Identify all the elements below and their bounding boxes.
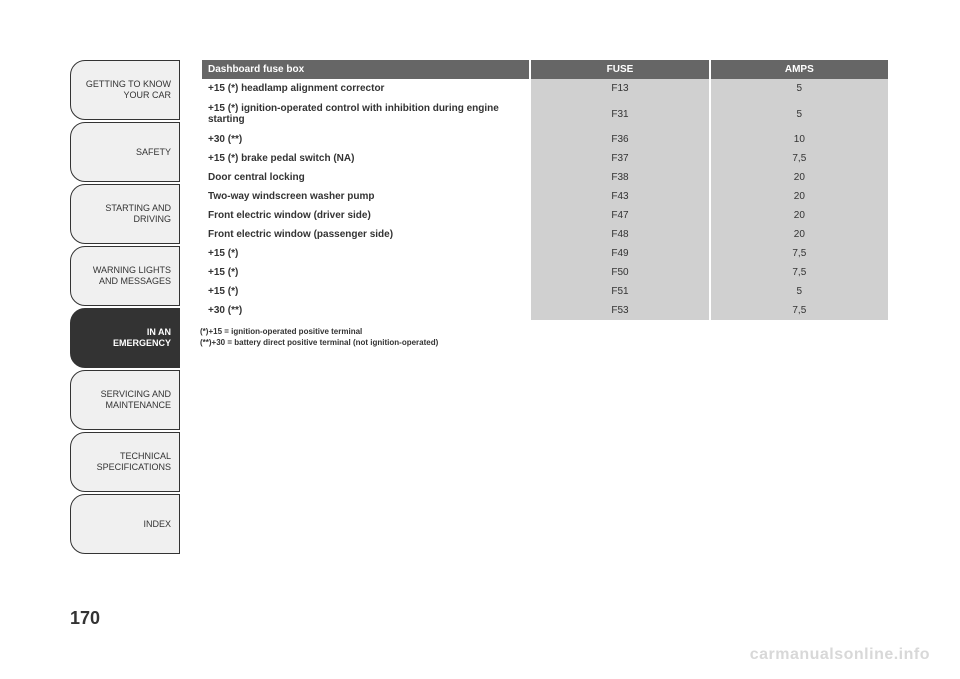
cell-desc: Front electric window (passenger side) (202, 225, 529, 244)
cell-amp: 5 (711, 79, 888, 98)
cell-desc: +15 (*) headlamp alignment corrector (202, 79, 529, 98)
header-fuse: FUSE (531, 60, 708, 79)
sidebar-tab[interactable]: SAFETY (70, 122, 180, 182)
cell-fuse: F50 (531, 263, 708, 282)
cell-amp: 10 (711, 130, 888, 149)
table-header-row: Dashboard fuse box FUSE AMPS (202, 60, 888, 79)
cell-fuse: F51 (531, 282, 708, 301)
table-row: +15 (*) ignition-operated control with i… (202, 98, 888, 130)
sidebar-tab[interactable]: IN ANEMERGENCY (70, 308, 180, 368)
sidebar-tab[interactable]: SERVICING ANDMAINTENANCE (70, 370, 180, 430)
cell-desc: +15 (*) (202, 244, 529, 263)
cell-amp: 20 (711, 168, 888, 187)
cell-amp: 7,5 (711, 301, 888, 320)
table-row: +15 (*) headlamp alignment correctorF135 (202, 79, 888, 98)
cell-amp: 5 (711, 282, 888, 301)
sidebar-tab[interactable]: GETTING TO KNOWYOUR CAR (70, 60, 180, 120)
table-row: Two-way windscreen washer pumpF4320 (202, 187, 888, 206)
cell-desc: +15 (*) ignition-operated control with i… (202, 98, 529, 130)
cell-fuse: F37 (531, 149, 708, 168)
cell-fuse: F38 (531, 168, 708, 187)
cell-amp: 7,5 (711, 244, 888, 263)
footnote-line: (*)+15 = ignition-operated positive term… (200, 326, 890, 337)
cell-fuse: F36 (531, 130, 708, 149)
cell-amp: 5 (711, 98, 888, 130)
cell-desc: +15 (*) (202, 263, 529, 282)
table-row: +30 (**)F537,5 (202, 301, 888, 320)
cell-fuse: F47 (531, 206, 708, 225)
cell-fuse: F13 (531, 79, 708, 98)
table-row: Front electric window (passenger side)F4… (202, 225, 888, 244)
cell-desc: +30 (**) (202, 130, 529, 149)
sidebar: GETTING TO KNOWYOUR CARSAFETYSTARTING AN… (70, 60, 180, 554)
cell-amp: 20 (711, 187, 888, 206)
table-row: +15 (*)F507,5 (202, 263, 888, 282)
cell-desc: +15 (*) brake pedal switch (NA) (202, 149, 529, 168)
header-desc: Dashboard fuse box (202, 60, 529, 79)
sidebar-tab[interactable]: STARTING ANDDRIVING (70, 184, 180, 244)
cell-desc: Two-way windscreen washer pump (202, 187, 529, 206)
cell-desc: +30 (**) (202, 301, 529, 320)
sidebar-tab[interactable]: TECHNICALSPECIFICATIONS (70, 432, 180, 492)
page-number: 170 (70, 608, 100, 629)
footnote-line: (**)+30 = battery direct positive termin… (200, 337, 890, 348)
cell-amp: 7,5 (711, 149, 888, 168)
cell-amp: 20 (711, 206, 888, 225)
footnotes: (*)+15 = ignition-operated positive term… (200, 326, 890, 348)
cell-fuse: F31 (531, 98, 708, 130)
table-row: +15 (*)F515 (202, 282, 888, 301)
page-container: GETTING TO KNOWYOUR CARSAFETYSTARTING AN… (0, 0, 960, 574)
cell-fuse: F43 (531, 187, 708, 206)
cell-fuse: F48 (531, 225, 708, 244)
cell-desc: Door central locking (202, 168, 529, 187)
cell-fuse: F53 (531, 301, 708, 320)
cell-desc: +15 (*) (202, 282, 529, 301)
table-body: +15 (*) headlamp alignment correctorF135… (202, 79, 888, 320)
table-row: +30 (**)F3610 (202, 130, 888, 149)
cell-amp: 20 (711, 225, 888, 244)
cell-desc: Front electric window (driver side) (202, 206, 529, 225)
table-row: +15 (*)F497,5 (202, 244, 888, 263)
cell-fuse: F49 (531, 244, 708, 263)
content-area: Dashboard fuse box FUSE AMPS +15 (*) hea… (180, 60, 890, 554)
sidebar-tab[interactable]: WARNING LIGHTSAND MESSAGES (70, 246, 180, 306)
cell-amp: 7,5 (711, 263, 888, 282)
table-row: +15 (*) brake pedal switch (NA)F377,5 (202, 149, 888, 168)
table-row: Door central lockingF3820 (202, 168, 888, 187)
watermark: carmanualsonline.info (750, 646, 930, 664)
sidebar-tab[interactable]: INDEX (70, 494, 180, 554)
fuse-table: Dashboard fuse box FUSE AMPS +15 (*) hea… (200, 60, 890, 320)
table-row: Front electric window (driver side)F4720 (202, 206, 888, 225)
header-amp: AMPS (711, 60, 888, 79)
